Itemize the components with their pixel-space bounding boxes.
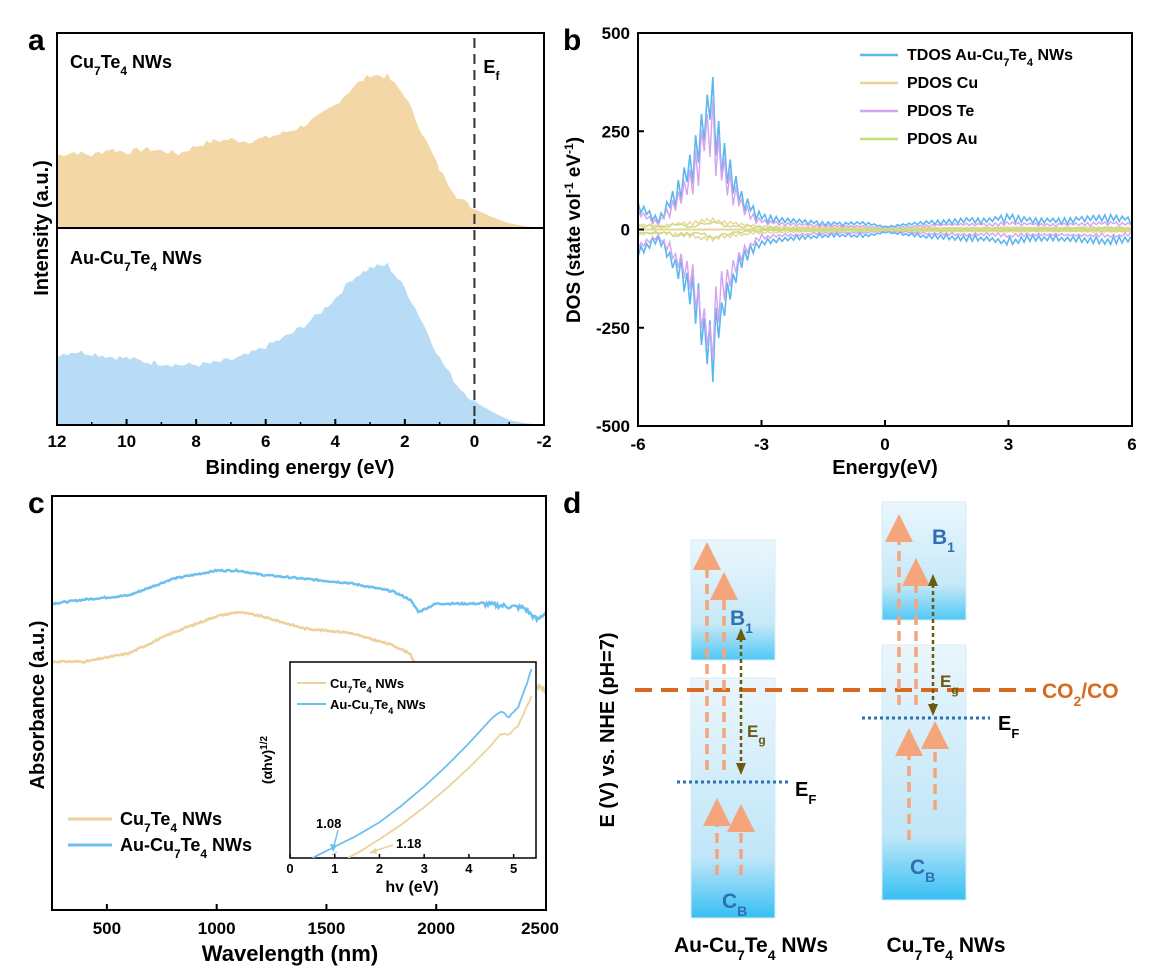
panel-d-letter: d — [563, 487, 581, 520]
panel-c-frame — [51, 495, 547, 911]
tauc-au-cu7te4-nws — [311, 668, 533, 858]
panel-c-inset: 0 1 2 3 4 5 Cu7Te4 NWs Au-Cu7Te4 NWs 1.08 1.18… — [259, 661, 537, 896]
absorbance-au-cu7te4-nws — [52, 567, 546, 624]
co2-co-label: CO2/CO — [1042, 680, 1119, 709]
x-tick-label: 6 — [1127, 435, 1136, 454]
excitation-arrows-au — [693, 542, 755, 875]
fermi-label-cu: EF — [998, 713, 1019, 741]
arrow-1-08 — [330, 829, 339, 852]
eg-label-au: Eg — [747, 722, 766, 747]
band-cb-box-au — [690, 677, 776, 919]
x-tick-label: -2 — [536, 432, 551, 451]
inset-x-tick-label: 0 — [286, 861, 293, 876]
y-tick-label: -250 — [596, 319, 630, 338]
inset-x-tick-label: 4 — [465, 861, 473, 876]
x-tick-label: 0 — [470, 432, 479, 451]
legend-label-tdos-au-cu7te4-nws: TDOS Au-Cu7Te4 NWs — [907, 47, 1073, 69]
inset-legend-label-au-cu7te4-nws: Au-Cu7Te4 NWs — [330, 697, 426, 716]
area-cu7te4-nws — [57, 73, 544, 228]
inset-annotation-1-18: 1.18 — [396, 836, 421, 851]
x-tick-label: 2000 — [417, 919, 455, 938]
eg-label-cu: Eg — [940, 672, 959, 697]
dos-pdos-te-down — [638, 229, 1132, 361]
y-tick-label: 0 — [621, 221, 630, 240]
panel-c-xlabel: Wavelength (nm) — [202, 941, 378, 966]
b1-label-au: B1 — [730, 607, 753, 636]
x-tick-label: 8 — [191, 432, 200, 451]
tauc-cu7te4-nws — [347, 695, 533, 858]
x-tick-label: 500 — [93, 919, 121, 938]
panel-a-letter: a — [28, 24, 45, 57]
cb-label-au: CB — [722, 890, 747, 919]
x-tick-label: 6 — [261, 432, 270, 451]
x-tick-label: 10 — [117, 432, 136, 451]
inset-x-tick-label: 5 — [510, 861, 517, 876]
inset-x-tick-label: 2 — [376, 861, 383, 876]
y-tick-label: 250 — [602, 122, 630, 141]
band-b1-box-au — [690, 539, 776, 661]
x-tick-label: 1500 — [308, 919, 346, 938]
cb-label-cu: CB — [910, 856, 935, 885]
dos-tdos-au-cu7te4-nws-up — [638, 76, 1132, 229]
panel-c-ylabel: Absorbance (a.u.) — [27, 621, 49, 790]
legend-label-cu7te4-nws: Cu7Te4 NWs — [120, 809, 222, 835]
band-cb-box-cu — [881, 644, 967, 901]
area-au-cu7te4-nws — [57, 262, 544, 425]
y-tick-label: 500 — [602, 24, 630, 43]
x-tick-label: 3 — [1004, 435, 1013, 454]
inset-legend-label-cu7te4-nws: Cu7Te4 NWs — [330, 676, 404, 695]
x-tick-label: 12 — [48, 432, 67, 451]
x-tick-label: -3 — [754, 435, 769, 454]
inset-ylabel: (αhv)1/2 — [259, 735, 276, 784]
panel-d: d E (V) vs. NHE (pH=7) CO2/CO EF EF — [563, 487, 1119, 963]
panel-a-xlabel: Binding energy (eV) — [206, 457, 395, 479]
legend-label-pdos-te: PDOS Te — [907, 103, 974, 120]
inset-x-tick-label: 3 — [421, 861, 428, 876]
fermi-label-au: EF — [795, 779, 816, 807]
legend-label-au-cu7te4-nws: Au-Cu7Te4 NWs — [120, 835, 252, 861]
panel-c: c 500 1000 1500 2000 2500 Cu7Te4 NWsAu-Cu7Te… — [27, 487, 559, 966]
dos-tdos-au-cu7te4-nws-down — [638, 230, 1132, 383]
band-b1-box-cu — [881, 501, 967, 621]
b1-label-cu: B1 — [932, 526, 955, 555]
material-label-au-cu7te4: Au-Cu7Te4 NWs — [674, 934, 828, 963]
inset-frame — [289, 661, 537, 859]
material-label-cu7te4: Cu7Te4 NWs — [886, 934, 1005, 963]
inset-x-tick-label: 1 — [331, 861, 338, 876]
panel-a: a Ef Cu7Te4 NWs Au-Cu7Te4 NWs 12 10 8 6 4 2 0 -… — [28, 24, 552, 479]
x-tick-label: 4 — [331, 432, 341, 451]
legend-label-pdos-cu: PDOS Cu — [907, 75, 978, 92]
dos-pdos-te-up — [638, 98, 1132, 230]
inset-xlabel: hv (eV) — [385, 879, 438, 896]
legend-label-au-cu7te4: Au-Cu7Te4 NWs — [70, 248, 202, 274]
legend-label-pdos-au: PDOS Au — [907, 131, 978, 148]
panel-c-letter: c — [28, 487, 45, 520]
inset-annotation-1-08: 1.08 — [316, 816, 341, 831]
dos-pdos-au-up — [638, 221, 1131, 230]
arrow-1-18 — [369, 844, 394, 854]
fermi-level-label: Ef — [483, 57, 500, 83]
inset-annotation-dash — [331, 851, 338, 856]
panel-b-xlabel: Energy(eV) — [832, 457, 938, 479]
x-tick-label: 2 — [400, 432, 409, 451]
panel-b-letter: b — [563, 24, 581, 57]
x-tick-label: 0 — [880, 435, 889, 454]
panel-b: b -6 -3 0 3 6 500 250 0 -250 -500 TDOS Au-Cu7Te4 … — [562, 24, 1137, 479]
panel-a-ylabel: Intensity (a.u.) — [31, 160, 53, 296]
panel-d-ylabel: E (V) vs. NHE (pH=7) — [597, 632, 619, 827]
inset-legend: Cu7Te4 NWs Au-Cu7Te4 NWs — [297, 676, 426, 716]
excitation-arrows-cu — [885, 514, 949, 840]
panel-b-legend: TDOS Au-Cu7Te4 NWs PDOS Cu PDOS Te PDOS Au — [860, 47, 1073, 148]
x-tick-label: 2500 — [521, 919, 559, 938]
dos-pdos-au-down — [638, 229, 1131, 239]
legend-label-cu7te4: Cu7Te4 NWs — [70, 52, 172, 78]
y-tick-label: -500 — [596, 417, 630, 436]
x-tick-label: 1000 — [198, 919, 236, 938]
x-tick-label: -6 — [630, 435, 645, 454]
panel-b-ylabel: DOS (state vol-1 eV-1) — [562, 137, 585, 323]
